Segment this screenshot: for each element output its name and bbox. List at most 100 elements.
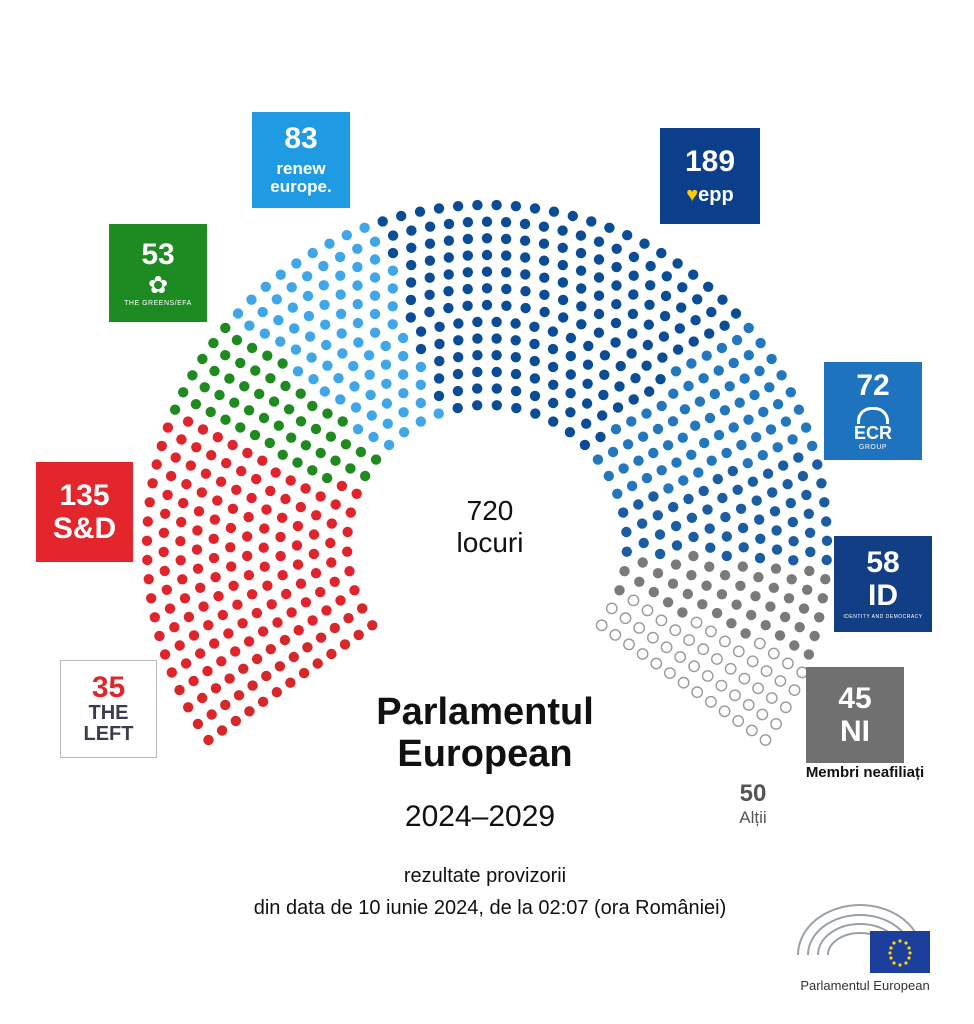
seat-epp xyxy=(453,318,464,329)
seat-al-ii xyxy=(715,679,728,692)
seat-epp xyxy=(462,233,474,245)
others-label: 50 Alții xyxy=(718,780,788,828)
seat-al-ii xyxy=(765,692,778,704)
seat-the-greens-efa xyxy=(249,429,261,441)
seat-al-ii xyxy=(746,724,758,737)
seat-renew-europe- xyxy=(382,418,393,429)
seat-renew-europe- xyxy=(433,408,444,419)
seat-epp xyxy=(481,283,493,294)
seat-s-d xyxy=(188,630,200,641)
seat-ni xyxy=(794,622,805,633)
badge-ecr-text: ECR xyxy=(853,422,892,443)
seat-id xyxy=(702,504,713,515)
seat-epp xyxy=(415,343,427,355)
seat-renew-europe- xyxy=(291,258,302,269)
seat-the-greens-efa xyxy=(355,446,367,458)
seat-epp xyxy=(703,281,714,292)
seat-the-greens-efa xyxy=(262,350,273,361)
seat-al-ii xyxy=(664,667,676,679)
seat-al-ii xyxy=(633,622,646,634)
seat-s-d xyxy=(275,531,286,543)
seat-ni xyxy=(682,588,693,600)
eu-stars-icon xyxy=(888,939,912,967)
seat-id xyxy=(705,542,716,553)
seat-renew-europe- xyxy=(383,439,395,451)
seat-s-d xyxy=(330,499,341,510)
seat-epp xyxy=(501,300,512,311)
seat-al-ii xyxy=(756,708,769,721)
seat-epp xyxy=(491,366,502,378)
seat-renew-europe- xyxy=(398,407,409,418)
seat-ecr xyxy=(716,342,728,354)
seat-s-d xyxy=(270,467,281,478)
seat-al-ii xyxy=(660,641,673,654)
seat-the-left xyxy=(343,613,354,624)
seat-s-d xyxy=(181,479,192,490)
seat-epp xyxy=(690,315,701,326)
seat-the-greens-efa xyxy=(178,387,189,398)
seat-epp xyxy=(424,272,435,283)
seat-ecr xyxy=(749,389,760,401)
seat-the-left xyxy=(203,734,214,746)
seat-ni xyxy=(735,580,746,591)
seat-s-d xyxy=(315,491,326,502)
heart-icon: ♥ xyxy=(686,184,699,206)
seat-renew-europe- xyxy=(398,388,409,399)
seat-s-d xyxy=(251,473,262,485)
seat-renew-europe- xyxy=(387,319,398,330)
seat-epp xyxy=(565,407,576,418)
seat-ecr xyxy=(704,412,716,424)
seat-s-d xyxy=(151,459,162,470)
seat-renew-europe- xyxy=(320,319,331,330)
seat-epp xyxy=(529,373,541,384)
seat-the-greens-efa xyxy=(199,382,210,393)
seat-s-d xyxy=(208,552,220,564)
seat-s-d xyxy=(225,522,237,534)
seat-id xyxy=(816,478,827,489)
seat-s-d xyxy=(175,536,186,547)
seat-id xyxy=(721,531,732,542)
seat-epp xyxy=(434,321,445,332)
seat-id xyxy=(821,535,833,546)
seat-ecr xyxy=(743,414,754,425)
seat-s-d xyxy=(293,625,304,636)
seat-renew-europe- xyxy=(369,327,381,338)
seat-s-d xyxy=(349,585,360,596)
seat-epp xyxy=(424,306,435,318)
seat-epp xyxy=(599,350,611,361)
seat-epp xyxy=(676,302,687,313)
seat-epp xyxy=(643,319,654,330)
seat-renew-europe- xyxy=(302,271,313,282)
greens-flower-icon: ✿ xyxy=(147,271,169,299)
seat-epp xyxy=(462,217,474,228)
seat-the-left xyxy=(298,667,310,679)
seat-al-ii xyxy=(650,657,663,670)
seat-id xyxy=(747,476,759,487)
seat-s-d xyxy=(326,557,337,568)
seat-the-greens-efa xyxy=(307,465,318,476)
seat-al-ii xyxy=(746,655,759,668)
badge-ni-value: 45 xyxy=(838,682,872,715)
seat-renew-europe- xyxy=(246,294,257,305)
seat-id xyxy=(654,548,666,560)
ep-logo-caption: Parlamentul European xyxy=(800,978,930,993)
seat-ni xyxy=(814,612,825,623)
badge-sd: 135 S&D xyxy=(36,462,133,562)
badge-id-small: IDENTITY AND DEMOCRACY xyxy=(843,613,923,620)
seat-the-greens-efa xyxy=(220,322,231,334)
seat-id xyxy=(670,520,682,532)
seat-id xyxy=(787,516,798,528)
seat-epp xyxy=(491,316,502,328)
seat-epp xyxy=(660,290,672,302)
seat-the-left xyxy=(271,687,282,698)
seat-renew-europe- xyxy=(365,389,376,401)
seat-the-greens-efa xyxy=(224,373,235,384)
seat-ecr xyxy=(626,480,638,492)
seat-id xyxy=(819,497,830,508)
seat-s-d xyxy=(308,548,320,560)
seat-al-ii xyxy=(669,624,682,637)
seat-ni xyxy=(697,599,708,610)
seat-s-d xyxy=(185,460,196,471)
seat-epp xyxy=(575,230,587,241)
seat-s-d xyxy=(156,440,167,452)
